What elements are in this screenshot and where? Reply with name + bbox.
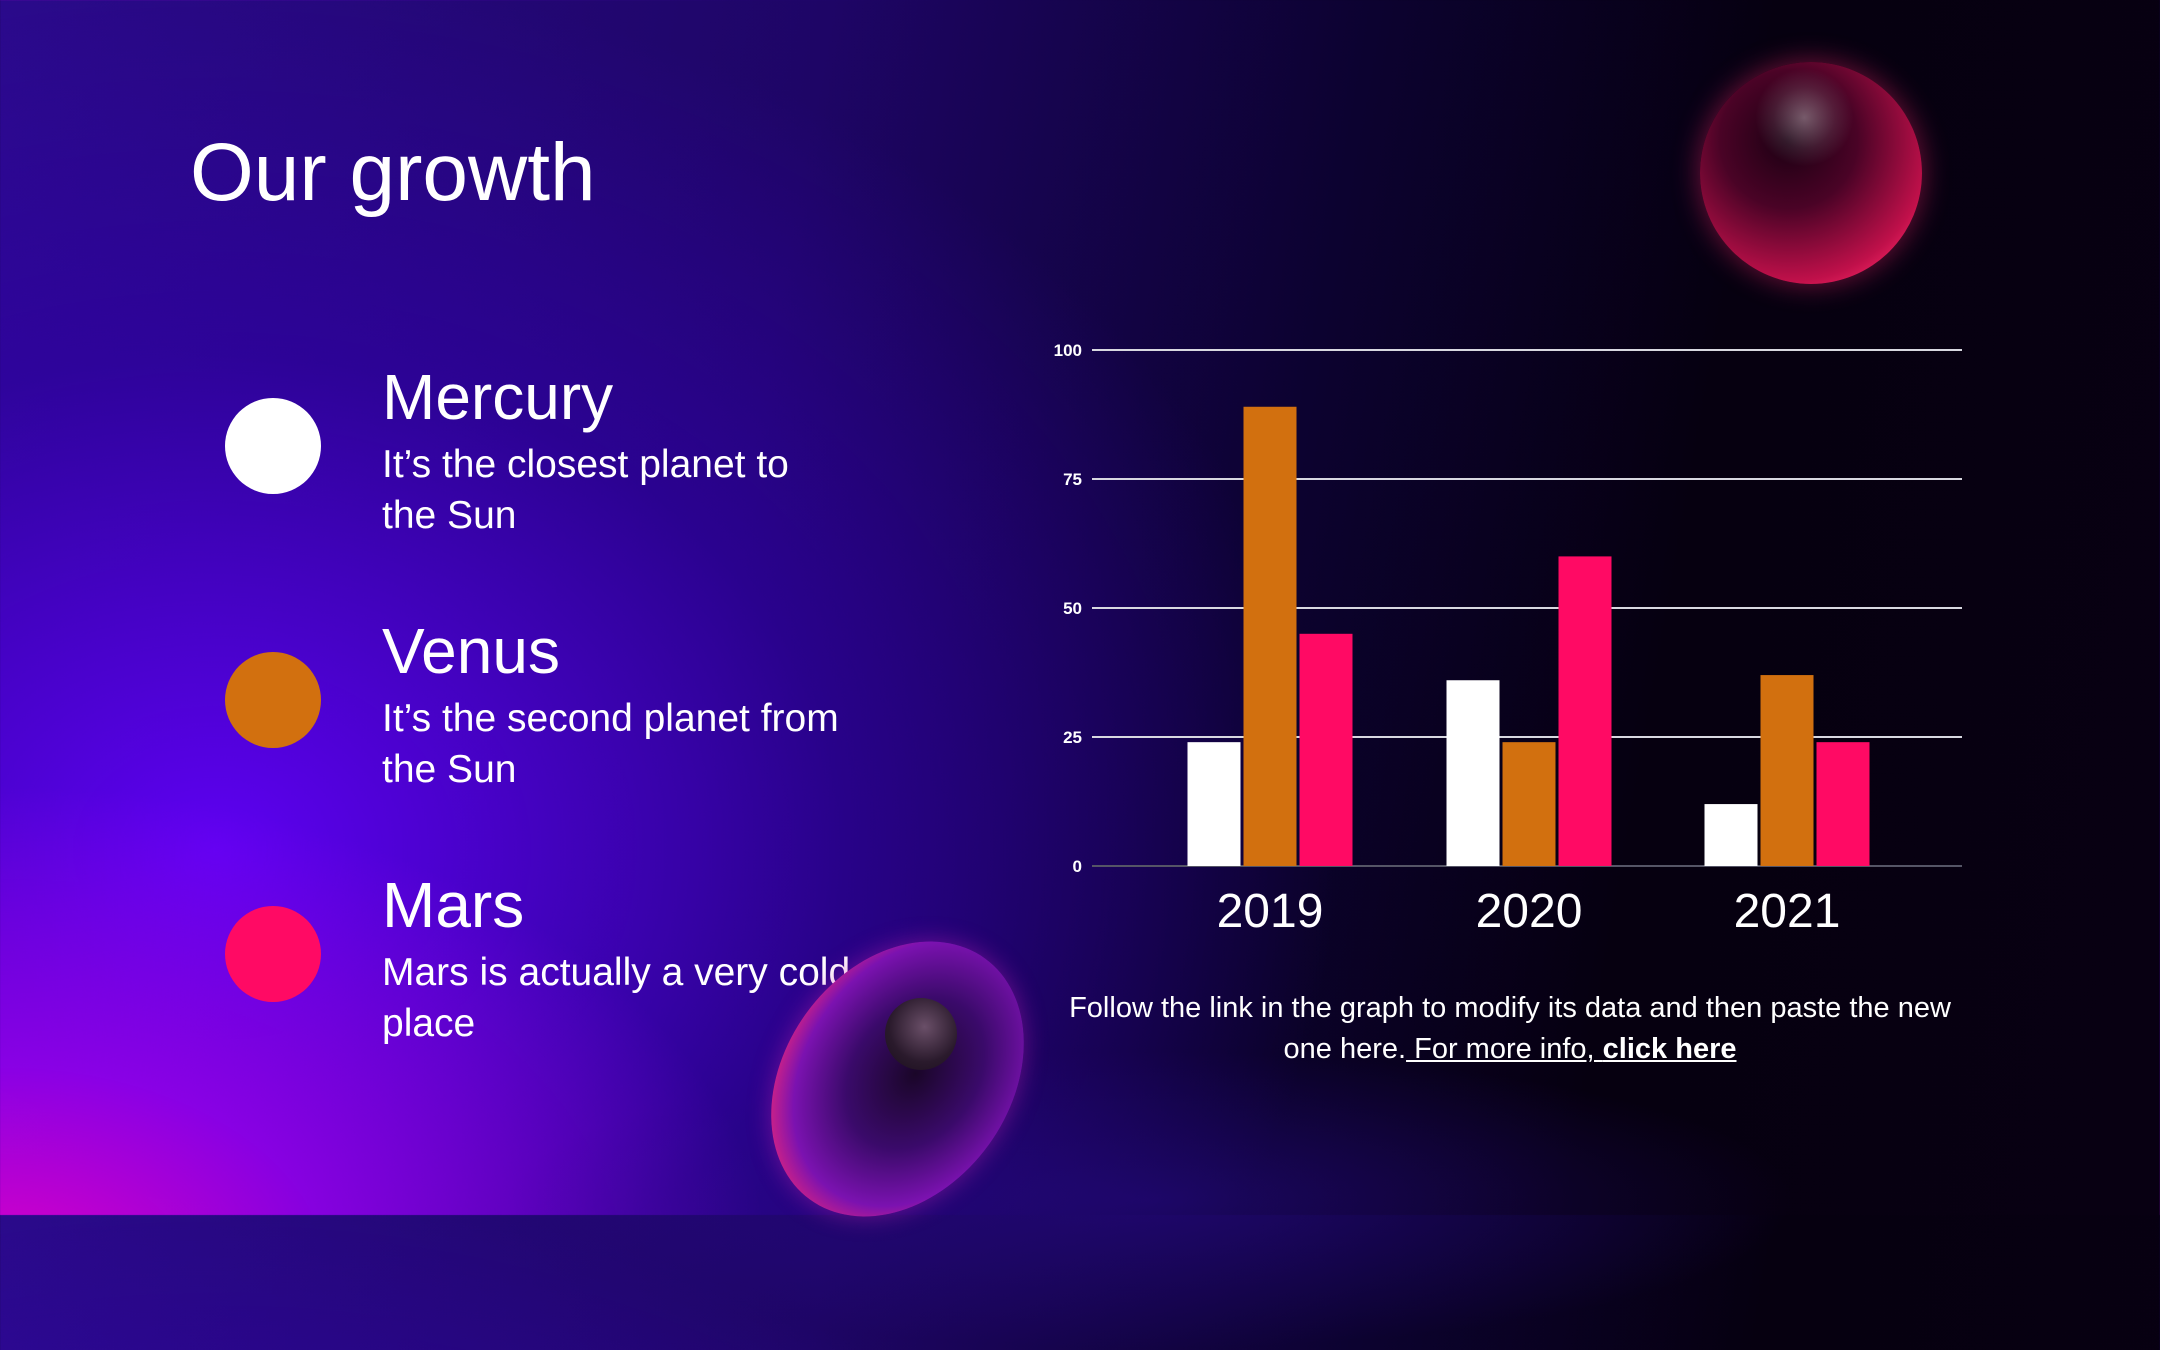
x-tick-label: 2019: [1217, 885, 1324, 938]
background-glow: [500, 1050, 1800, 1350]
decorative-egg-core-icon: [885, 998, 957, 1070]
bar-venus-2020: [1502, 742, 1556, 866]
legend-item-name: Mars: [382, 869, 525, 941]
legend-item-name: Mercury: [382, 361, 614, 433]
caption-text: Follow the link in the graph to modify i…: [1069, 992, 1951, 1066]
bar-venus-2019: [1243, 406, 1297, 866]
legend-item-description: It’s the second planet from the Sun: [382, 697, 839, 791]
slide-title: Our growth: [190, 127, 596, 218]
y-tick-label: 0: [1073, 857, 1082, 876]
bar-mercury-2020: [1446, 680, 1500, 866]
more-info-link[interactable]: For more info, click here: [1406, 1033, 1736, 1065]
x-tick-label: 2020: [1476, 885, 1583, 938]
bar-mars-2020: [1558, 556, 1612, 866]
link-prefix: For more info,: [1406, 1033, 1603, 1066]
mars-dot-icon: [225, 906, 321, 1002]
chart-caption: Follow the link in the graph to modify i…: [1060, 988, 1960, 1071]
x-tick-label: 2021: [1734, 885, 1841, 938]
decorative-sphere-icon: [1700, 62, 1922, 284]
bar-mars-2019: [1299, 633, 1353, 866]
bar-mercury-2019: [1187, 742, 1241, 866]
y-tick-label: 25: [1063, 728, 1082, 747]
y-tick-label: 75: [1063, 470, 1082, 489]
legend-item-description: It’s the closest planet to the Sun: [382, 443, 789, 537]
bar-mars-2021: [1816, 742, 1870, 866]
y-tick-label: 50: [1063, 599, 1082, 618]
click-here-link-text: click here: [1602, 1033, 1737, 1066]
legend-item-venus: Venus It’s the second planet from the Su…: [225, 616, 865, 816]
legend-item-description: Mars is actually a very cold place: [382, 951, 851, 1045]
y-tick-label: 100: [1054, 341, 1082, 360]
bar-chart[interactable]: 0 25 50 75 100 2019 2020 2021: [1040, 320, 1970, 960]
legend-item-name: Venus: [382, 615, 560, 687]
bar-mercury-2021: [1704, 804, 1758, 866]
legend-item-mars: Mars Mars is actually a very cold place: [225, 870, 865, 1070]
mercury-dot-icon: [225, 398, 321, 494]
bar-venus-2021: [1760, 675, 1814, 866]
venus-dot-icon: [225, 652, 321, 748]
legend-item-mercury: Mercury It’s the closest planet to the S…: [225, 362, 865, 562]
